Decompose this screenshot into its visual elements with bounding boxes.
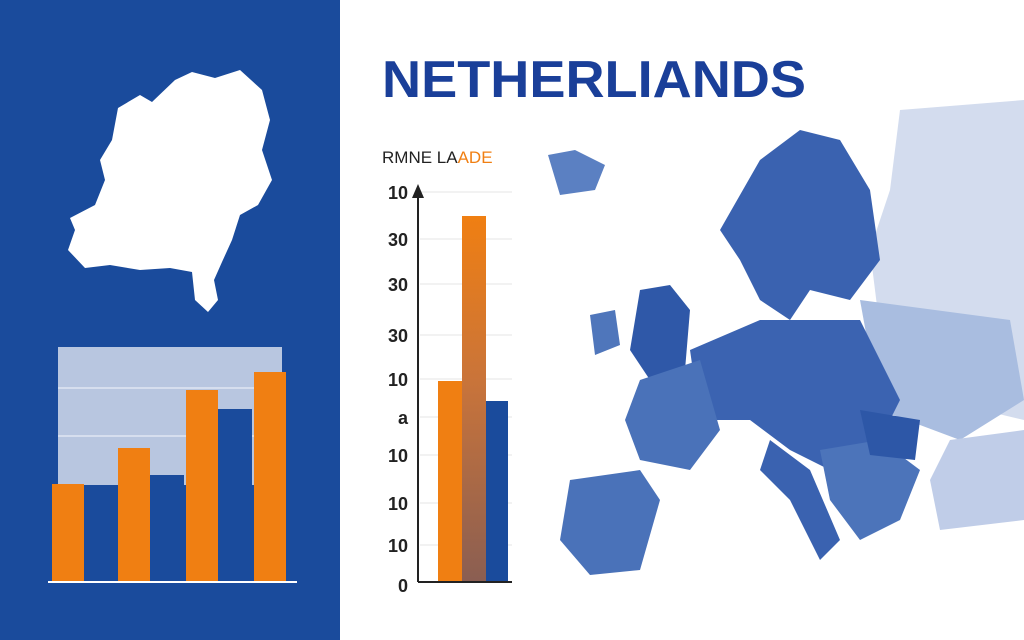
axis-label: 0 bbox=[398, 576, 408, 596]
chart-title: RMNE LAADE bbox=[382, 148, 493, 167]
bar bbox=[486, 401, 508, 582]
chart-title-accent: ADE bbox=[458, 148, 493, 167]
axis-label: 30 bbox=[388, 275, 408, 295]
chart-title-dark: RMNE LA bbox=[382, 148, 458, 167]
bar bbox=[186, 390, 218, 582]
axis-label: 10 bbox=[388, 494, 408, 514]
netherlands-map bbox=[68, 70, 272, 312]
bar bbox=[150, 475, 184, 582]
page-title: NETHERLIANDS bbox=[382, 51, 806, 109]
bar bbox=[438, 381, 462, 582]
bar bbox=[462, 216, 486, 582]
bar bbox=[254, 372, 286, 582]
bar bbox=[84, 487, 116, 582]
axis-label: 10 bbox=[388, 446, 408, 466]
axis-label: 10 bbox=[388, 536, 408, 556]
axis-label: 30 bbox=[388, 230, 408, 250]
axis-label: 10 bbox=[388, 370, 408, 390]
axis-arrow bbox=[412, 184, 424, 198]
axis-label: a bbox=[398, 408, 409, 428]
middle-chart: 0 10 10 10 a 10 30 30 30 10 bbox=[388, 183, 512, 596]
axis-label: 30 bbox=[388, 326, 408, 346]
bar bbox=[218, 409, 252, 582]
axis-label: 10 bbox=[388, 183, 408, 203]
bar bbox=[118, 448, 150, 582]
left-chart bbox=[48, 347, 297, 583]
bar bbox=[52, 484, 84, 582]
europe-map bbox=[548, 100, 1024, 575]
